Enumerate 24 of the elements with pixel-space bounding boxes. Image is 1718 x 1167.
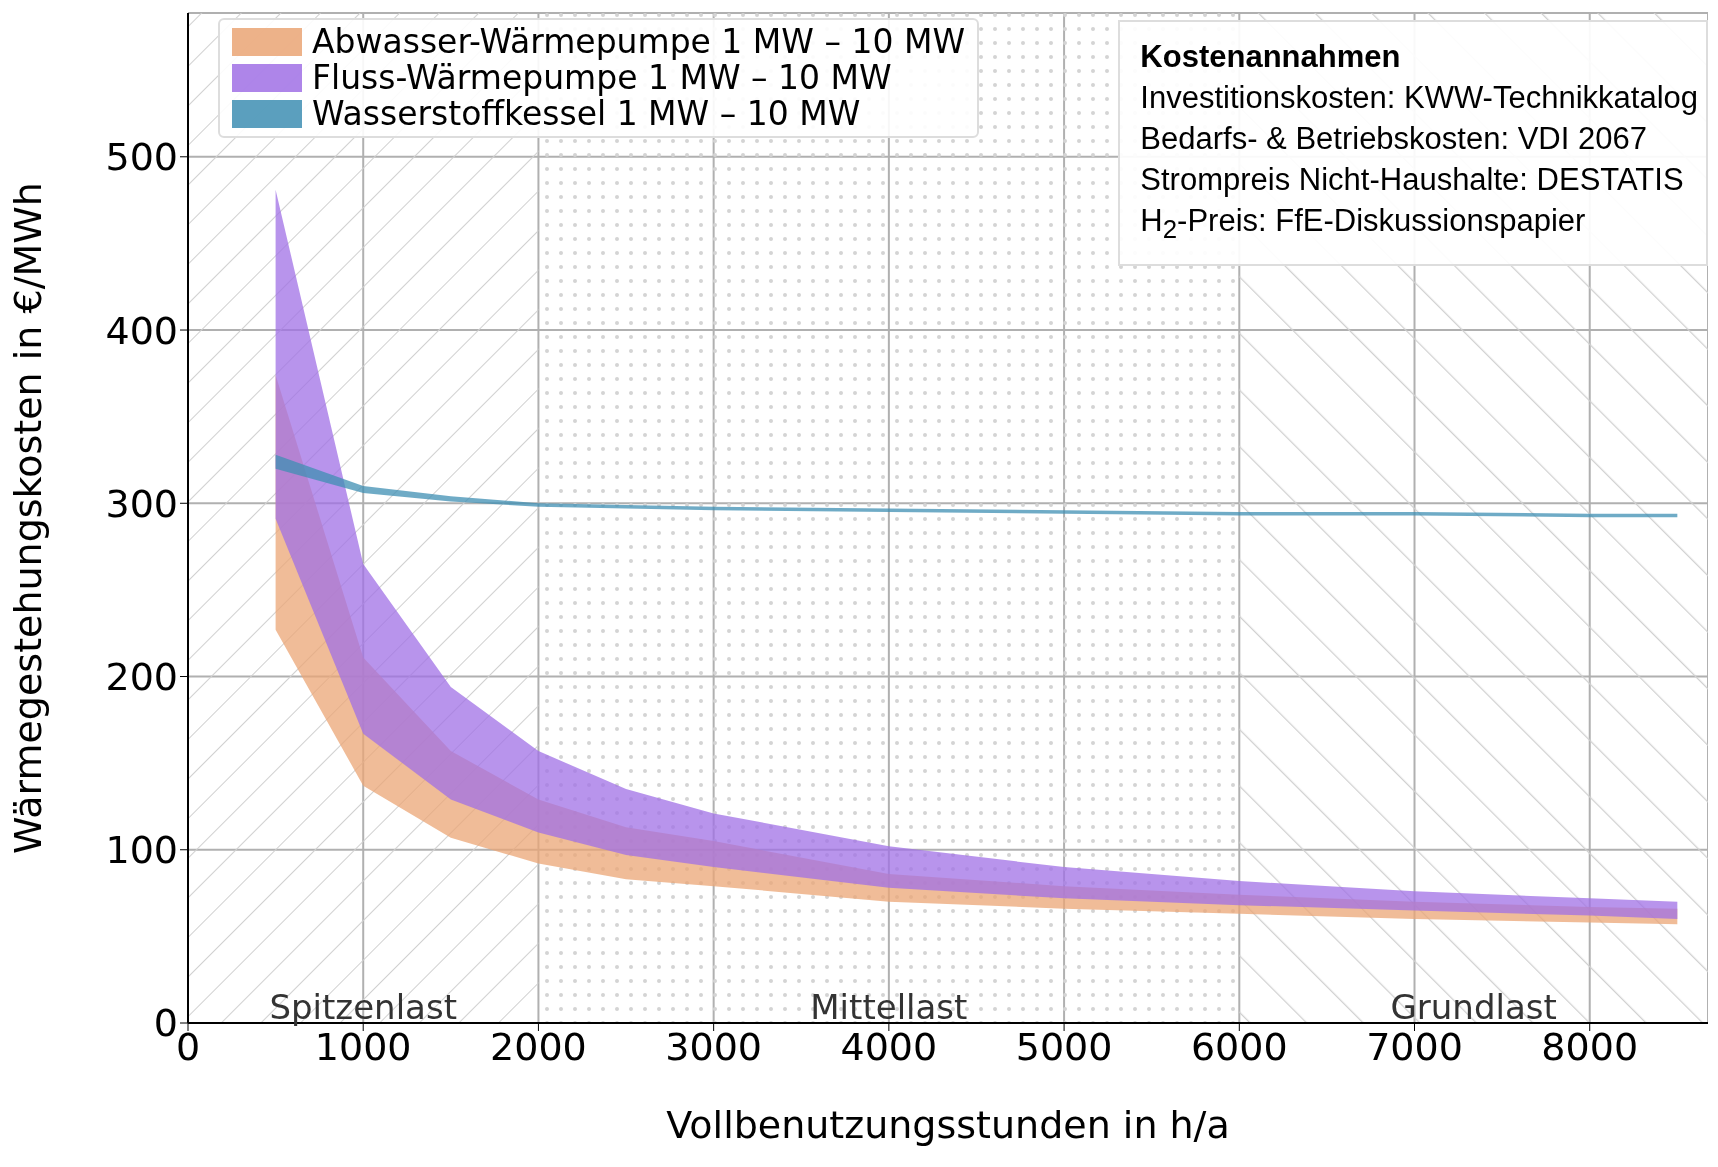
x-axis-title: Vollbenutzungsstunden in h/a [666,1103,1230,1147]
band-label: Grundlast [1390,987,1557,1027]
annotation: H$_{2}$-Preis: FfE-Diskussionspapier [1140,203,1586,244]
y-tick-label: 500 [105,135,178,180]
y-tick-label: 300 [105,481,178,526]
x-tick-label: 7000 [1366,1024,1463,1069]
x-tick-label: 4000 [840,1024,938,1069]
y-tick-label: 100 [105,828,178,873]
y-axis-title: Wärmegestehungskosten in €/MWh [6,182,51,854]
annotation: Bedarfs- & Betriebskosten: VDI 2067 [1140,121,1647,156]
legend-label: Abwasser-Wärmepumpe 1 MW – 10 MW [312,22,966,61]
x-tick-label: 2000 [490,1024,587,1069]
annotation: Kostenannahmen [1140,39,1401,74]
band-label: Spitzenlast [269,987,458,1027]
y-tick-label: 400 [105,308,178,353]
x-tick-label: 1000 [314,1024,412,1069]
x-tick-label: 3000 [665,1024,763,1069]
x-tick-label: 6000 [1190,1024,1288,1069]
annotation: Strompreis Nicht-Haushalte: DESTATIS [1140,162,1684,197]
band-label: Mittellast [810,987,968,1027]
annotation: Investitionskosten: KWW-Technikkatalog [1140,80,1698,115]
x-tick-label: 8000 [1541,1024,1639,1069]
y-tick-label: 200 [105,655,178,700]
x-tick-label: 5000 [1015,1024,1113,1069]
